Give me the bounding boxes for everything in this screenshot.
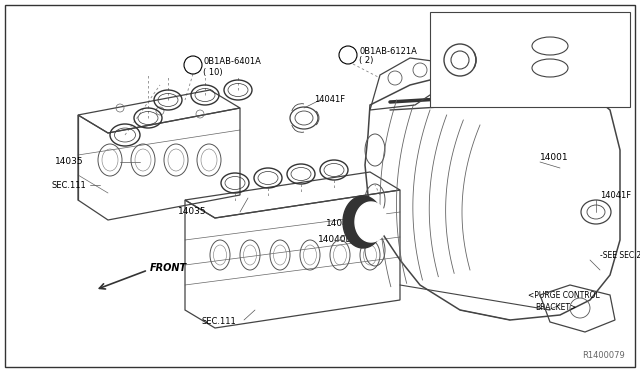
Text: R1400079: R1400079: [582, 350, 625, 359]
Text: 14010H: 14010H: [444, 20, 476, 29]
Polygon shape: [343, 196, 383, 248]
Text: FRONT: FRONT: [150, 263, 187, 273]
Text: <PURGE CONTROL: <PURGE CONTROL: [528, 292, 600, 301]
Polygon shape: [355, 202, 387, 242]
Text: ( 10): ( 10): [203, 67, 223, 77]
Text: SEC.111: SEC.111: [52, 182, 87, 190]
Text: B: B: [345, 51, 351, 60]
Text: 14035: 14035: [55, 157, 84, 167]
Text: B: B: [190, 61, 196, 70]
Text: 14058P: 14058P: [534, 20, 566, 29]
Text: 0B1AB-6401A: 0B1AB-6401A: [203, 58, 261, 67]
Text: 14035: 14035: [178, 208, 207, 217]
Text: 14041F: 14041F: [600, 192, 631, 201]
Text: 14049P: 14049P: [326, 218, 360, 228]
Text: SEC.111: SEC.111: [202, 317, 237, 327]
Text: 0B1AB-6121A: 0B1AB-6121A: [359, 46, 417, 55]
Text: 14041F: 14041F: [314, 96, 345, 105]
Text: 14040E: 14040E: [318, 235, 352, 244]
Bar: [430, 12, 630, 107]
Text: BRACKET>: BRACKET>: [535, 304, 576, 312]
Text: -SEE SEC.223: -SEE SEC.223: [600, 251, 640, 260]
Text: 14001: 14001: [540, 154, 568, 163]
Circle shape: [339, 46, 357, 64]
Text: ( 2): ( 2): [359, 57, 373, 65]
Circle shape: [184, 56, 202, 74]
